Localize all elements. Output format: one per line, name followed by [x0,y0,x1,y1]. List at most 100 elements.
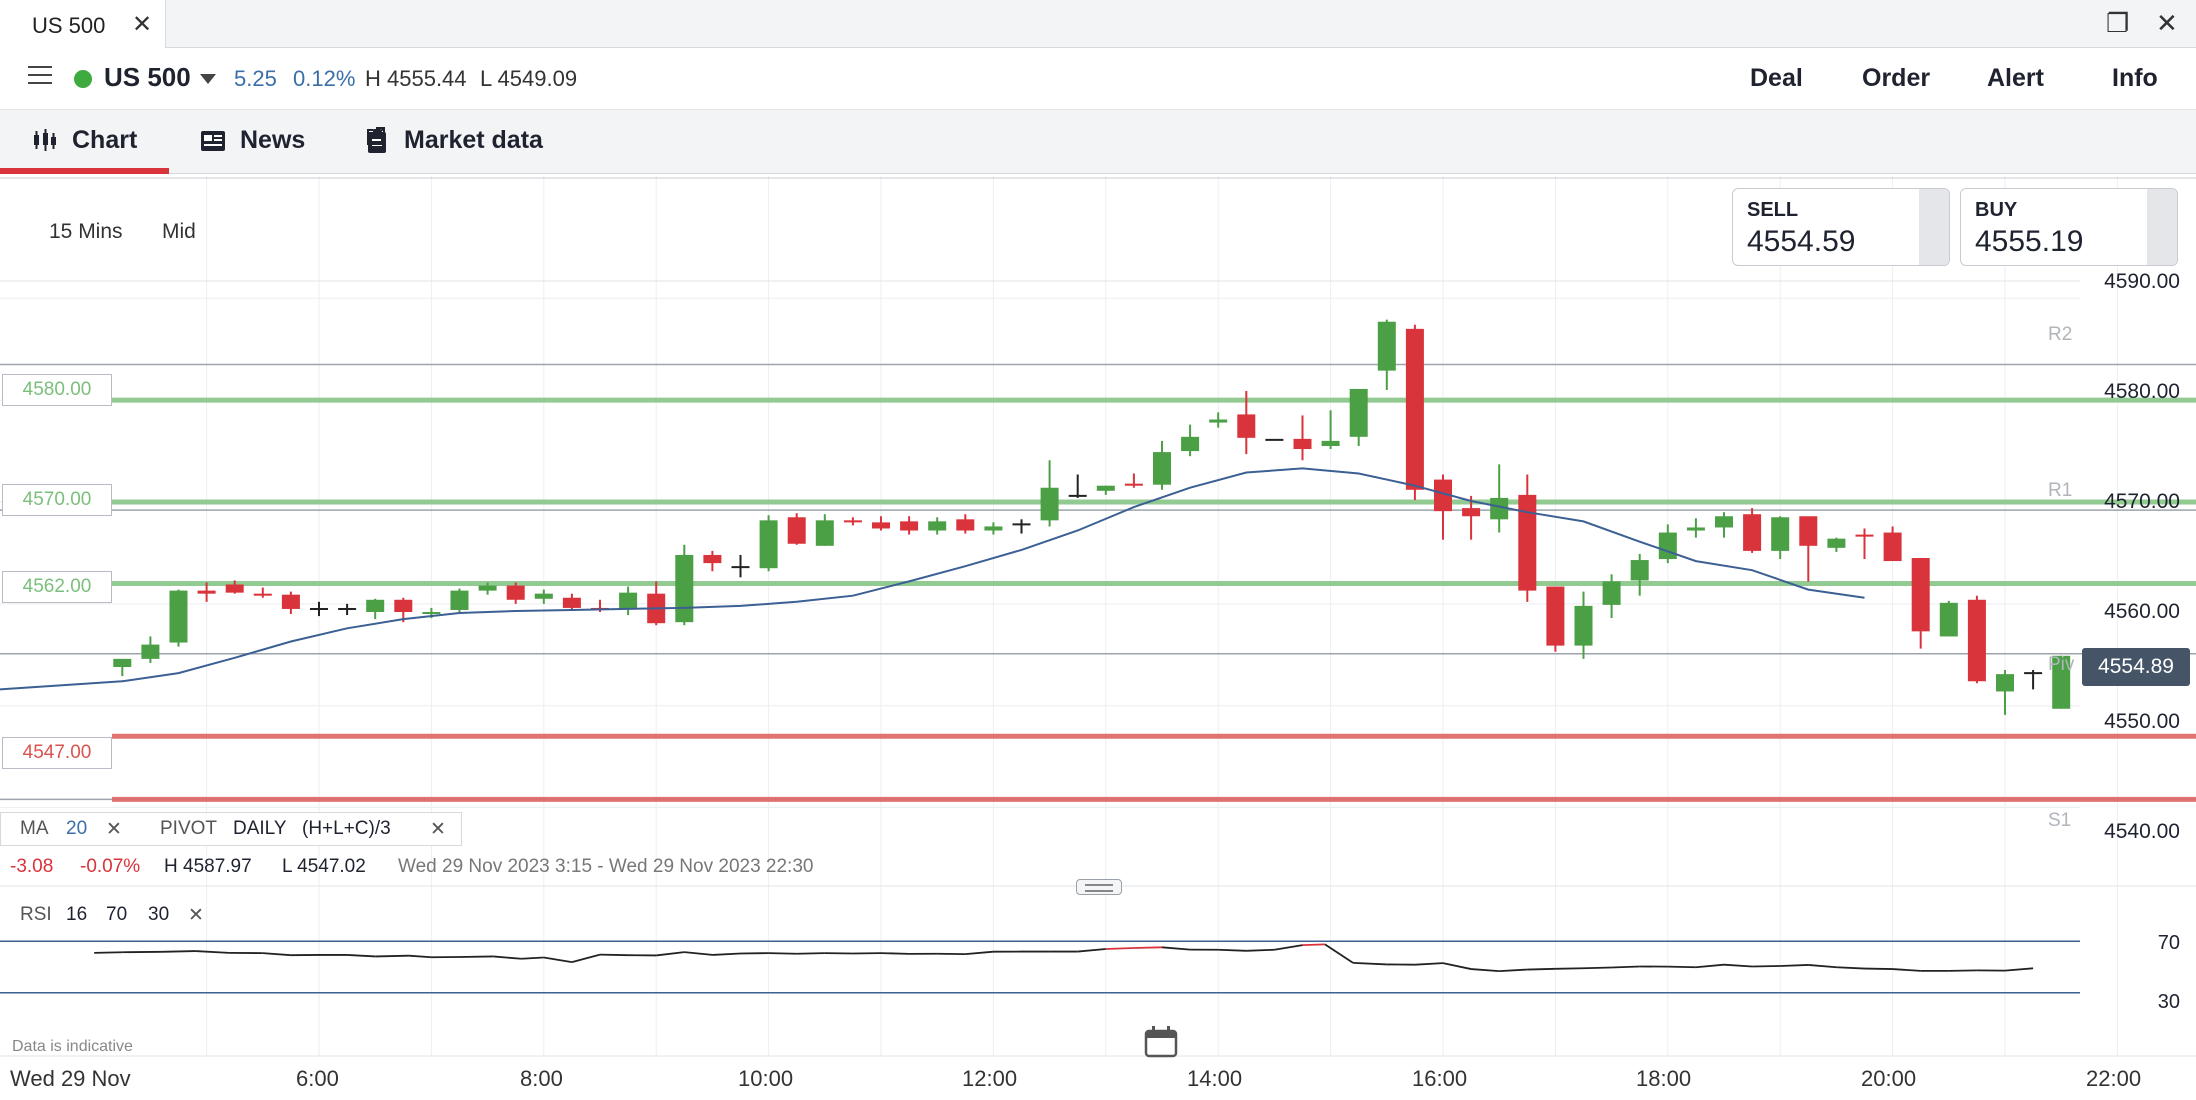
pivot-formula[interactable]: (H+L+C)/3 [302,818,391,839]
x-tick: 12:00 [962,1066,1018,1091]
rsi-line-segment [195,950,230,954]
remove-pivot-icon[interactable]: ✕ [430,819,446,840]
chevron-down-icon[interactable] [200,74,216,84]
level-label-4562[interactable]: 4562.00 [2,571,112,603]
rsi-line-segment [1499,968,1528,973]
candle-body [1883,532,1902,562]
tab-market-data-label: Market data [404,126,543,154]
y-tick: 4570.00 [2104,490,2180,513]
rsi-label[interactable]: RSI [20,904,52,925]
sell-button[interactable]: SELL 4554.59 [1732,188,1950,266]
candle-body [1546,586,1565,646]
rsi-line-segment [521,956,544,960]
candle-body [1040,487,1059,521]
candle-body [1967,599,1986,682]
rsi-line-segment [1695,963,1725,969]
change-percent: 0.12% [293,66,356,91]
window-tab-title: US 500 [32,13,106,38]
buy-button[interactable]: BUY 4555.19 [1960,188,2178,266]
candle-body [1630,560,1649,581]
rsi-line-segment [1808,964,1837,969]
candle-body [815,520,834,546]
candle-body [1321,440,1340,446]
price-type-selector[interactable]: Mid [162,220,196,243]
high-value: H 4555.44 [365,66,467,91]
candle-body [1377,321,1396,371]
candle-body [1153,452,1171,485]
rsi-line-segment [347,954,376,958]
rsi-line-segment [1723,963,1753,968]
x-tick: 20:00 [1861,1066,1917,1091]
candle-body [141,644,160,659]
pivot-period[interactable]: DAILY [233,818,287,839]
remove-rsi-icon[interactable]: ✕ [188,905,204,926]
candle-body [1771,517,1790,551]
rsi-line-segment [1948,969,1977,972]
pivot-label[interactable]: PIVOT [160,818,218,839]
maximize-icon[interactable]: ❐ [2106,8,2130,38]
candle-body [113,658,132,667]
x-tick: 18:00 [1636,1066,1692,1091]
rsi-upper[interactable]: 70 [106,904,128,925]
ma-period[interactable]: 20 [66,818,88,839]
market-name[interactable]: US 500 [104,62,191,92]
rsi-line-segment [965,950,994,956]
rsi-line-segment [459,955,494,958]
candle-body [787,517,806,544]
info-button[interactable]: Info [2112,64,2158,92]
current-price-tag: 4554.89 [2082,648,2190,686]
rsi-line-segment [768,952,797,955]
candle-body [450,590,469,610]
remove-ma-icon[interactable]: ✕ [106,819,122,840]
candle-body [1405,328,1424,490]
newspaper-icon [200,129,226,153]
y-tick: 4560.00 [2104,600,2180,623]
buy-label: BUY [1975,199,2018,221]
candle-body [422,612,441,615]
pivot-s1-label: S1 [2048,810,2072,831]
window-close-icon[interactable]: ✕ [2156,8,2178,38]
panel-resize-handle[interactable] [1076,879,1122,895]
price-chart[interactable] [0,176,2196,1100]
candle-body [534,593,553,599]
current-date: Wed 29 Nov [10,1066,131,1091]
rsi-lower[interactable]: 30 [148,904,170,925]
market-window-tab[interactable]: US 500 ✕ [0,0,166,49]
x-tick: 6:00 [296,1066,339,1091]
candle-body [1293,438,1312,450]
active-tab-indicator [0,168,169,174]
chart-area[interactable]: 15 Mins Mid SELL 4554.59 BUY 4555.19 458… [0,176,2196,1100]
rsi-period[interactable]: 16 [66,904,88,925]
rsi-line-segment [1780,964,1809,967]
candle-body [2052,655,2071,709]
deal-button[interactable]: Deal [1750,64,1803,92]
level-label-4547[interactable]: 4547.00 [2,737,112,769]
level-label-4580[interactable]: 4580.00 [2,374,112,406]
candle-body [1827,538,1846,548]
candle-body [1996,674,2014,692]
moving-average-line [0,467,1865,691]
window-titlebar: US 500 ✕ ❐ ✕ [0,0,2196,49]
rsi-line-segment [599,953,629,957]
tab-chart[interactable]: Chart [32,126,137,155]
tab-news-label: News [240,126,306,154]
ma-label[interactable]: MA [20,818,49,839]
tab-market-data[interactable]: Market data [364,126,555,155]
close-tab-icon[interactable]: ✕ [132,11,153,38]
level-label-4570[interactable]: 4570.00 [2,484,112,516]
rsi-tick-70: 70 [2157,932,2180,954]
candle-body [1096,485,1115,491]
interval-selector[interactable]: 15 Mins [49,220,123,243]
candle-body [562,597,581,608]
x-tick: 14:00 [1187,1066,1243,1091]
candle-body [253,593,272,596]
change-value: 5.25 [234,66,277,91]
alert-button[interactable]: Alert [1987,64,2044,92]
hamburger-menu-icon[interactable] [28,66,52,86]
candle-body [1686,527,1705,531]
tab-news[interactable]: News [200,126,305,155]
rsi-line-segment [375,954,409,958]
y-tick: 4580.00 [2104,380,2180,403]
rsi-line-segment [712,952,741,956]
order-button[interactable]: Order [1862,64,1931,92]
